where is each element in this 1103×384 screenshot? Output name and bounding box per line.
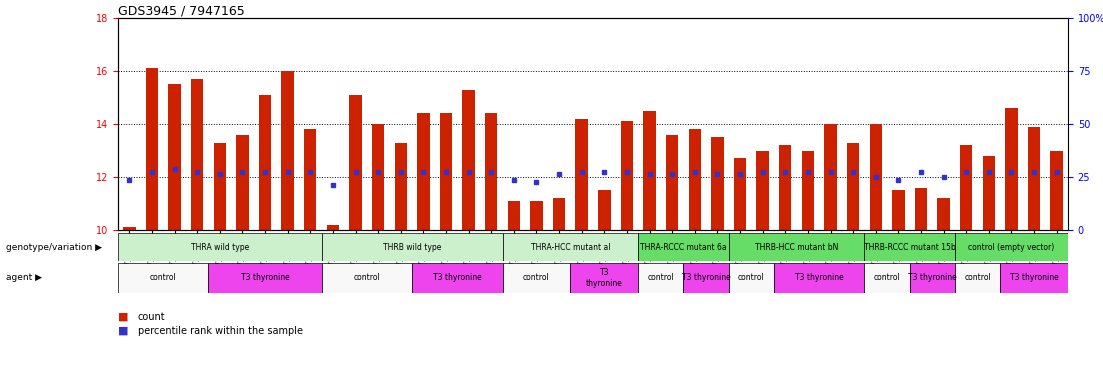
Bar [1050, 151, 1063, 230]
Bar [417, 113, 429, 230]
Bar [621, 121, 633, 230]
Bar [955, 263, 1000, 293]
Text: control: control [647, 273, 674, 283]
Bar [639, 263, 684, 293]
Bar [462, 89, 474, 230]
Bar [938, 198, 950, 230]
Text: control: control [150, 273, 176, 283]
Text: count: count [138, 312, 165, 322]
Bar [666, 135, 678, 230]
Bar [639, 233, 729, 261]
Text: THRA-RCCC mutant 6a: THRA-RCCC mutant 6a [640, 243, 727, 252]
Text: ■: ■ [118, 312, 129, 322]
Text: GDS3945 / 7947165: GDS3945 / 7947165 [118, 4, 245, 17]
Bar [757, 151, 769, 230]
Bar [960, 145, 973, 230]
Bar [711, 137, 724, 230]
Text: control: control [523, 273, 549, 283]
Bar [259, 95, 271, 230]
Bar [304, 129, 317, 230]
Text: THRB wild type: THRB wild type [383, 243, 441, 252]
Text: percentile rank within the sample: percentile rank within the sample [138, 326, 303, 336]
Text: T3 thyronine: T3 thyronine [1009, 273, 1059, 283]
Bar [485, 113, 497, 230]
Bar [865, 233, 955, 261]
Bar [118, 263, 208, 293]
Bar [869, 124, 882, 230]
Bar [553, 198, 566, 230]
Bar [350, 95, 362, 230]
Bar [208, 263, 322, 293]
Bar [372, 124, 384, 230]
Bar [684, 263, 729, 293]
Bar [169, 84, 181, 230]
Bar [146, 68, 158, 230]
Text: agent ▶: agent ▶ [6, 273, 42, 283]
Text: T3 thyronine: T3 thyronine [682, 273, 730, 283]
Text: control: control [738, 273, 764, 283]
Bar [503, 233, 639, 261]
Text: control: control [964, 273, 990, 283]
Text: genotype/variation ▶: genotype/variation ▶ [6, 243, 101, 252]
Bar [910, 263, 955, 293]
Bar [729, 233, 865, 261]
Bar [395, 142, 407, 230]
Bar [576, 119, 588, 230]
Text: THRA wild type: THRA wild type [191, 243, 249, 252]
Text: T3 thyronine: T3 thyronine [432, 273, 482, 283]
Bar [326, 225, 339, 230]
Bar [914, 188, 928, 230]
Text: THRA-HCC mutant al: THRA-HCC mutant al [531, 243, 610, 252]
Bar [570, 263, 639, 293]
Bar [865, 263, 910, 293]
Text: T3 thyronine: T3 thyronine [908, 273, 956, 283]
Bar [643, 111, 656, 230]
Bar [847, 142, 859, 230]
Text: ■: ■ [118, 326, 129, 336]
Bar [118, 233, 322, 261]
Text: THRB-HCC mutant bN: THRB-HCC mutant bN [754, 243, 838, 252]
Bar [1028, 127, 1040, 230]
Bar [503, 263, 570, 293]
Bar [688, 129, 702, 230]
Bar [802, 151, 814, 230]
Bar [1005, 108, 1018, 230]
Text: T3 thyronine: T3 thyronine [240, 273, 289, 283]
Bar [322, 263, 413, 293]
Text: THRB-RCCC mutant 15b: THRB-RCCC mutant 15b [864, 243, 955, 252]
Text: T3 thyronine: T3 thyronine [795, 273, 844, 283]
Bar [531, 201, 543, 230]
Bar [983, 156, 995, 230]
Text: control: control [874, 273, 900, 283]
Bar [1000, 263, 1068, 293]
Bar [281, 71, 293, 230]
Bar [955, 233, 1068, 261]
Bar [824, 124, 837, 230]
Bar [214, 142, 226, 230]
Bar [322, 233, 503, 261]
Bar [124, 227, 136, 230]
Bar [598, 190, 611, 230]
Bar [729, 263, 774, 293]
Bar [236, 135, 248, 230]
Text: T3
thyronine: T3 thyronine [586, 268, 623, 288]
Bar [779, 145, 792, 230]
Bar [733, 159, 747, 230]
Bar [413, 263, 503, 293]
Bar [892, 190, 904, 230]
Text: control: control [353, 273, 381, 283]
Bar [440, 113, 452, 230]
Bar [507, 201, 520, 230]
Bar [774, 263, 865, 293]
Bar [191, 79, 203, 230]
Text: control (empty vector): control (empty vector) [968, 243, 1054, 252]
